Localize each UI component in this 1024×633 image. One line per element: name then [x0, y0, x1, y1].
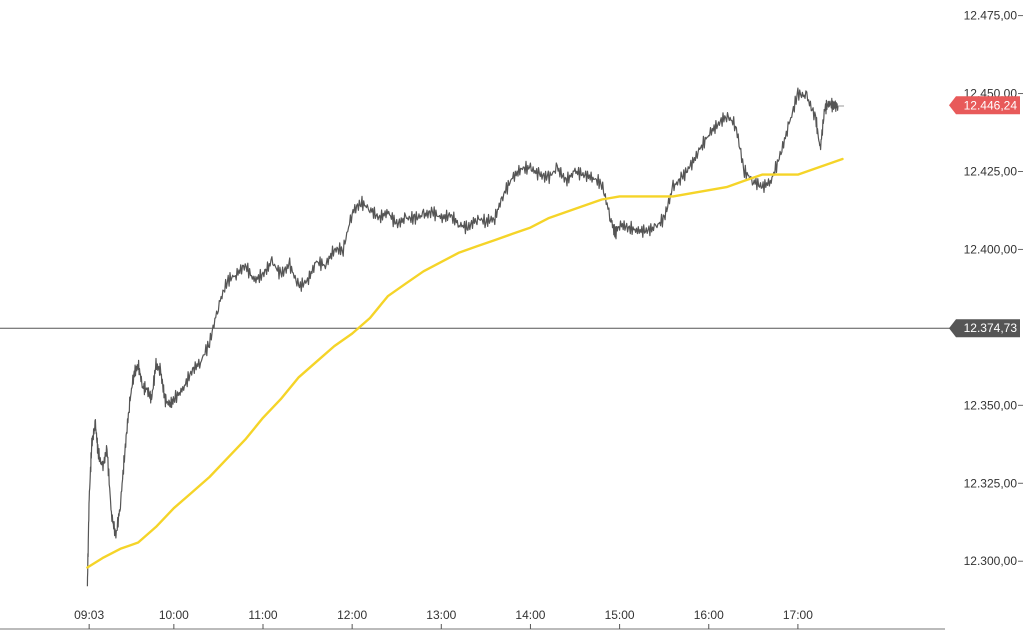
y-tick-label: 12.300,00	[964, 554, 1018, 568]
series-group	[86, 87, 845, 587]
x-tick-label: 16:00	[694, 608, 724, 622]
reference-price-tag-label: 12.374,73	[964, 321, 1018, 335]
last-price-tag-label: 12.446,24	[964, 98, 1018, 112]
price-tags: 12.374,73 12.446,24	[949, 96, 1020, 338]
x-tick-label: 15:00	[605, 608, 635, 622]
moving-average-line	[86, 157, 844, 569]
x-tick-label: 10:00	[159, 608, 189, 622]
y-tick-label: 12.350,00	[964, 398, 1018, 412]
price-line	[86, 87, 839, 587]
x-tick-label: 09:03	[74, 608, 104, 622]
reference-price-tag: 12.374,73	[949, 319, 1020, 338]
y-tick-label: 12.325,00	[964, 476, 1018, 490]
x-tick-label: 11:00	[248, 608, 277, 622]
y-axis: 12.475,0012.450,0012.425,0012.400,0012.3…	[964, 9, 1023, 568]
reference-price-tag-shape	[949, 319, 1020, 338]
y-tick-label: 12.400,00	[964, 242, 1018, 256]
last-price-tag-shape	[949, 96, 1020, 115]
y-tick-label: 12.475,00	[964, 9, 1018, 23]
x-tick-label: 14:00	[515, 608, 545, 622]
x-tick-label: 13:00	[426, 608, 456, 622]
x-axis: 09:03 10:00 11:00 12:00 13:00 14:00 15:00 16:00…	[0, 608, 945, 630]
x-tick-label: 12:00	[337, 608, 367, 622]
y-tick-label: 12.425,00	[964, 164, 1018, 178]
x-tick-label: 17:00	[783, 608, 813, 622]
last-price-tag: 12.446,24	[949, 96, 1020, 115]
